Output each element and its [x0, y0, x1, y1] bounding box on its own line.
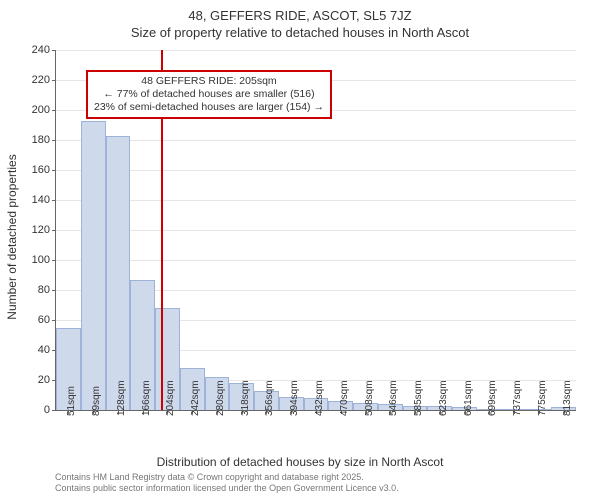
xtick-label: 623sqm — [438, 380, 449, 416]
xtick-label: 280sqm — [215, 380, 226, 416]
xtick-label: 242sqm — [190, 380, 201, 416]
ytick-label: 200 — [32, 104, 50, 116]
gridline — [56, 200, 576, 201]
xtick-label: 89sqm — [91, 386, 102, 416]
y-axis-label: Number of detached properties — [5, 154, 19, 319]
title-line-1: 48, GEFFERS RIDE, ASCOT, SL5 7JZ — [0, 8, 600, 25]
ytick-mark — [52, 230, 56, 231]
xtick-label: 661sqm — [463, 380, 474, 416]
annotation-line: ← 77% of detached houses are smaller (51… — [94, 88, 324, 101]
title-line-2: Size of property relative to detached ho… — [0, 25, 600, 42]
xtick-label: 356sqm — [264, 380, 275, 416]
ytick-label: 0 — [44, 404, 50, 416]
xtick-label: 585sqm — [413, 380, 424, 416]
xtick-label: 204sqm — [165, 380, 176, 416]
ytick-mark — [52, 200, 56, 201]
xtick-label: 128sqm — [116, 380, 127, 416]
xtick-label: 51sqm — [66, 386, 77, 416]
x-axis-label: Distribution of detached houses by size … — [0, 455, 600, 469]
gridline — [56, 50, 576, 51]
xtick-label: 470sqm — [339, 380, 350, 416]
xtick-label: 699sqm — [487, 380, 498, 416]
chart-title: 48, GEFFERS RIDE, ASCOT, SL5 7JZ Size of… — [0, 8, 600, 42]
ytick-mark — [52, 80, 56, 81]
xtick-label: 432sqm — [314, 380, 325, 416]
ytick-label: 240 — [32, 44, 50, 56]
ytick-label: 20 — [38, 374, 50, 386]
gridline — [56, 230, 576, 231]
ytick-mark — [52, 320, 56, 321]
plot-area: 02040608010012014016018020022024051sqm89… — [55, 50, 576, 411]
ytick-label: 160 — [32, 164, 50, 176]
ytick-mark — [52, 140, 56, 141]
annotation-box: 48 GEFFERS RIDE: 205sqm← 77% of detached… — [86, 70, 332, 119]
gridline — [56, 140, 576, 141]
gridline — [56, 170, 576, 171]
xtick-label: 508sqm — [364, 380, 375, 416]
ytick-mark — [52, 110, 56, 111]
xtick-label: 546sqm — [388, 380, 399, 416]
xtick-label: 813sqm — [562, 380, 573, 416]
xtick-label: 775sqm — [537, 380, 548, 416]
xtick-label: 737sqm — [512, 380, 523, 416]
ytick-label: 120 — [32, 224, 50, 236]
ytick-mark — [52, 170, 56, 171]
histogram-bar — [106, 136, 131, 411]
xtick-label: 318sqm — [240, 380, 251, 416]
xtick-label: 166sqm — [141, 380, 152, 416]
annotation-line: 23% of semi-detached houses are larger (… — [94, 101, 324, 114]
ytick-mark — [52, 50, 56, 51]
ytick-mark — [52, 290, 56, 291]
annotation-line: 48 GEFFERS RIDE: 205sqm — [94, 75, 324, 88]
ytick-label: 180 — [32, 134, 50, 146]
ytick-label: 100 — [32, 254, 50, 266]
histogram-chart: 48, GEFFERS RIDE, ASCOT, SL5 7JZ Size of… — [0, 0, 600, 500]
credit-line-2: Contains public sector information licen… — [55, 483, 399, 494]
ytick-label: 140 — [32, 194, 50, 206]
ytick-label: 60 — [38, 314, 50, 326]
xtick-label: 394sqm — [289, 380, 300, 416]
ytick-label: 220 — [32, 74, 50, 86]
ytick-label: 40 — [38, 344, 50, 356]
ytick-label: 80 — [38, 284, 50, 296]
ytick-mark — [52, 410, 56, 411]
ytick-mark — [52, 260, 56, 261]
gridline — [56, 260, 576, 261]
credit-line-1: Contains HM Land Registry data © Crown c… — [55, 472, 399, 483]
histogram-bar — [81, 121, 106, 411]
credits: Contains HM Land Registry data © Crown c… — [55, 472, 399, 495]
